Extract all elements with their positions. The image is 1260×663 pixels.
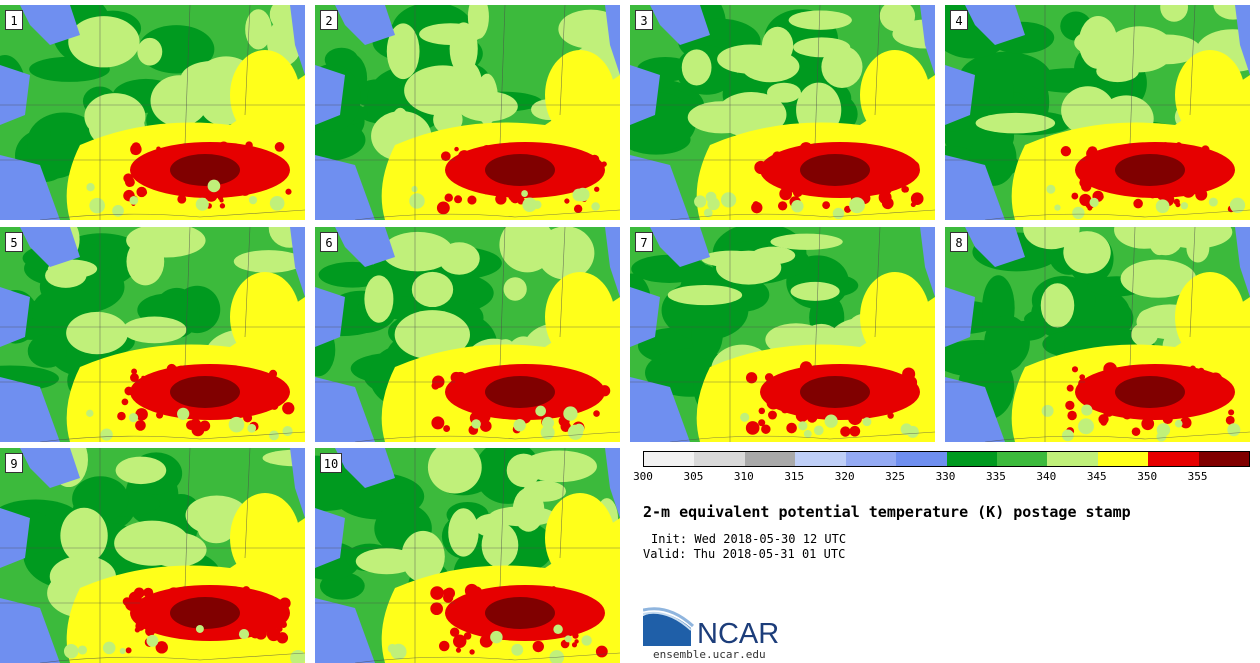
legend-swatch [1198, 452, 1250, 466]
legend-swatch [1047, 452, 1098, 466]
postage-stamp-6[interactable]: 6 [315, 227, 620, 442]
legend-tick-label: 335 [985, 470, 1006, 483]
legend-swatch [795, 452, 846, 466]
legend-tick-label: 350 [1137, 470, 1158, 483]
member-label: 3 [635, 10, 653, 30]
legend-swatch [1148, 452, 1199, 466]
member-label: 10 [320, 453, 342, 473]
temperature-map [315, 227, 620, 442]
legend-swatch [644, 452, 695, 466]
member-label: 7 [635, 232, 653, 252]
legend-tick-label: 340 [1036, 470, 1057, 483]
legend-tick-label: 315 [784, 470, 805, 483]
ncar-wordmark: NCAR [697, 618, 780, 650]
legend-tick-label: 330 [935, 470, 956, 483]
member-label: 8 [950, 232, 968, 252]
postage-stamp-9[interactable]: 9 [0, 448, 305, 663]
postage-stamp-7[interactable]: 7 [630, 227, 935, 442]
legend-swatch [946, 452, 997, 466]
postage-stamp-8[interactable]: 8 [945, 227, 1250, 442]
member-label: 5 [5, 232, 23, 252]
temperature-map [315, 448, 620, 663]
legend-tick-label: 355 [1187, 470, 1208, 483]
legend-tick-label: 320 [834, 470, 855, 483]
valid-time: Valid: Thu 2018-05-31 01 UTC [643, 547, 846, 561]
temperature-map [630, 227, 935, 442]
member-label: 6 [320, 232, 338, 252]
init-time: Init: Wed 2018-05-30 12 UTC [651, 532, 847, 546]
temperature-map [0, 5, 305, 220]
postage-stamp-2[interactable]: 2 [315, 5, 620, 220]
member-label: 9 [5, 453, 23, 473]
legend-swatch [694, 452, 745, 466]
member-label: 4 [950, 10, 968, 30]
legend-swatch [744, 452, 796, 466]
legend-tick-label: 345 [1086, 470, 1107, 483]
legend-swatch [1097, 452, 1149, 466]
postage-stamp-5[interactable]: 5 [0, 227, 305, 442]
temperature-map [945, 5, 1250, 220]
legend-tick-label: 300 [633, 470, 653, 483]
member-label: 2 [320, 10, 338, 30]
legend-swatch [896, 452, 947, 466]
site-url[interactable]: ensemble.ucar.edu [653, 648, 766, 661]
legend-tick-label: 325 [885, 470, 906, 483]
legend-tick-label: 305 [683, 470, 704, 483]
color-legend [643, 451, 1250, 467]
postage-stamp-4[interactable]: 4 [945, 5, 1250, 220]
ncar-logo-icon [643, 607, 695, 646]
temperature-map [0, 227, 305, 442]
temperature-map [630, 5, 935, 220]
legend-tick-label: 310 [733, 470, 754, 483]
postage-stamp-3[interactable]: 3 [630, 5, 935, 220]
postage-stamp-1[interactable]: 1 [0, 5, 305, 220]
temperature-map [945, 227, 1250, 442]
legend-swatch [996, 452, 1048, 466]
figure-title: 2-m equivalent potential temperature (K)… [643, 503, 1131, 521]
member-label: 1 [5, 10, 23, 30]
legend-swatch [845, 452, 897, 466]
temperature-map [315, 5, 620, 220]
temperature-map [0, 448, 305, 663]
postage-stamp-10[interactable]: 10 [315, 448, 620, 663]
